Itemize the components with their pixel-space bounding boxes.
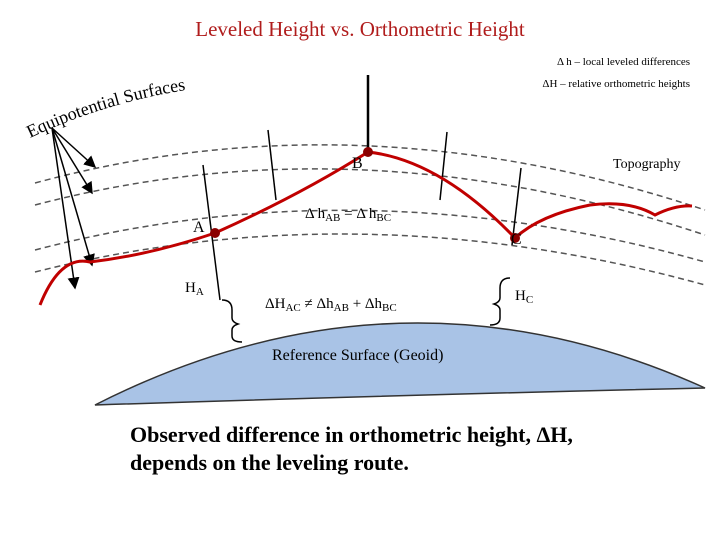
brace	[489, 277, 511, 326]
eq-part: ≠ Δh	[301, 296, 334, 312]
arrows	[51, 127, 97, 290]
eq-sub: AB	[325, 212, 340, 224]
eq-part: Δ h	[305, 206, 326, 222]
brace	[221, 299, 243, 343]
eq-part: H	[515, 288, 526, 304]
eq-part: ΔH	[265, 296, 286, 312]
point	[210, 228, 220, 238]
eq-sub: AC	[285, 302, 300, 314]
plumb-lines	[202, 75, 522, 301]
legend-entry: Δ h – local leveled differences	[557, 56, 690, 68]
title: Leveled Height vs. Orthometric Height	[195, 17, 525, 41]
point	[510, 233, 520, 243]
eq-sub: C	[526, 294, 533, 306]
point-label: C	[511, 231, 522, 248]
eq-sub: A	[196, 286, 204, 298]
eq-part: = Δ h	[340, 206, 377, 222]
caption: Observed difference in orthometric heigh…	[130, 422, 573, 447]
eq-part: + Δh	[349, 296, 383, 312]
caption: depends on the leveling route.	[130, 450, 409, 475]
point-label: A	[193, 219, 205, 236]
height-label: HC	[515, 288, 533, 306]
equation: Δ hAB = Δ hBC	[305, 206, 391, 224]
equipotential-surface	[34, 209, 706, 263]
geoid	[94, 322, 706, 406]
equipotential-surface	[34, 233, 706, 286]
point-label: B	[352, 155, 363, 172]
equipotential-label: Equipotential Surfaces	[23, 74, 186, 141]
equipotential-surface	[34, 144, 706, 211]
height-label: HA	[185, 280, 204, 298]
eq-sub: BC	[382, 302, 397, 314]
geoid-label: Reference Surface (Geoid)	[272, 347, 443, 364]
eq-sub: BC	[376, 212, 391, 224]
topography	[38, 150, 693, 306]
point	[363, 147, 373, 157]
equipotential-surface	[34, 168, 706, 236]
equation: ΔHAC ≠ ΔhAB + ΔhBC	[265, 296, 397, 314]
eq-part: H	[185, 280, 196, 296]
topography-label: Topography	[613, 157, 680, 172]
eq-sub: AB	[334, 302, 349, 314]
legend-entry: ΔH – relative orthometric heights	[542, 78, 690, 90]
